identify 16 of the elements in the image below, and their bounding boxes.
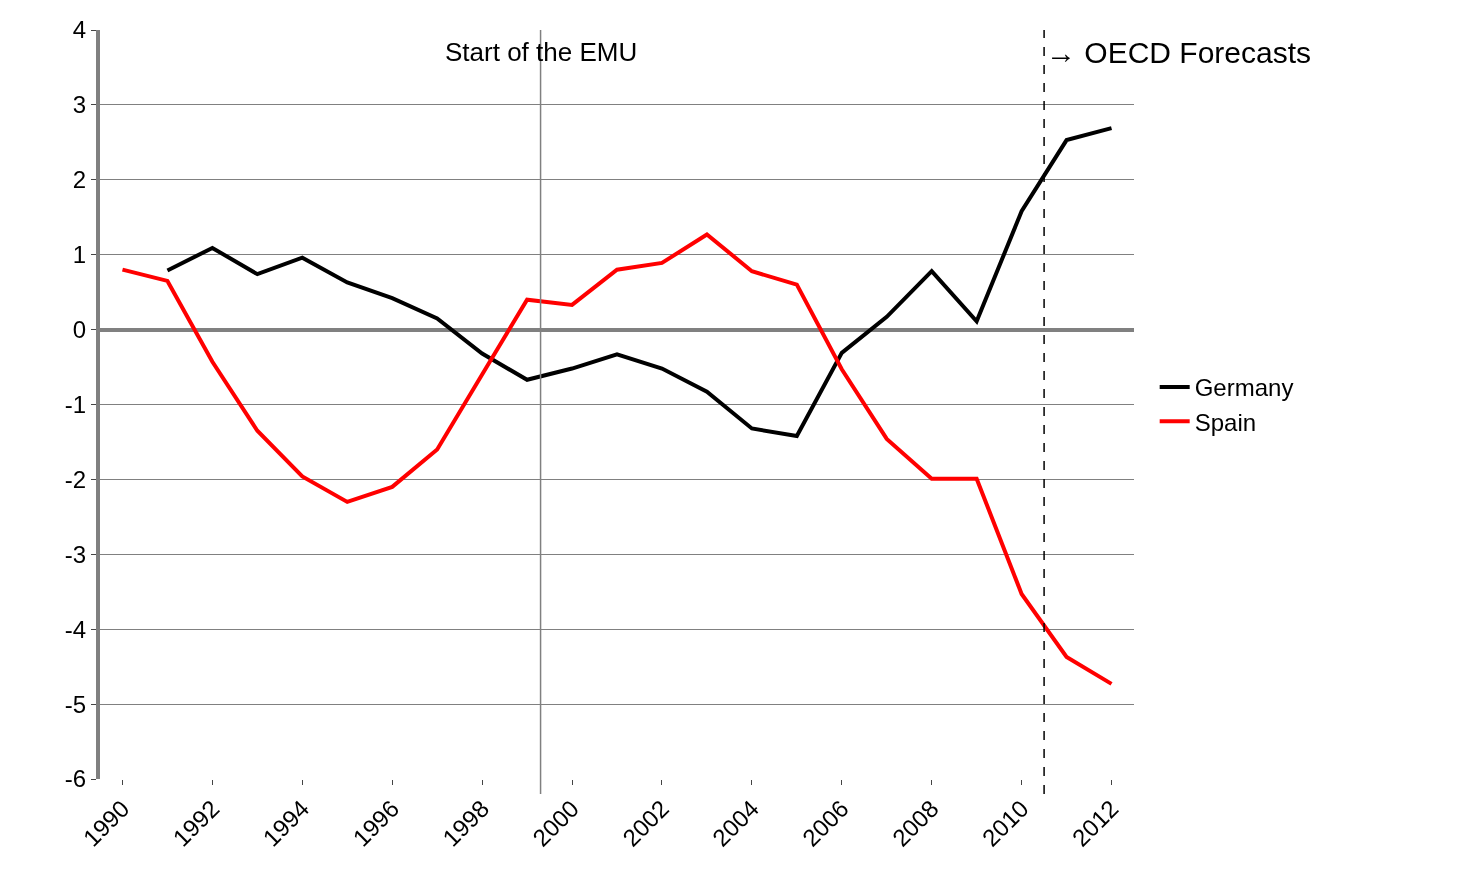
legend-label: Spain (1194, 408, 1257, 436)
y-tick-label: 2 (72, 166, 87, 194)
ref-line-label: Start of the EMU (445, 37, 638, 67)
y-tick-label: -5 (64, 690, 87, 718)
y-tick-label: 1 (72, 241, 87, 269)
y-tick-label: -1 (64, 390, 87, 418)
y-tick-label: 3 (72, 91, 87, 119)
y-tick-label: -2 (64, 465, 87, 493)
y-tick-label: 0 (72, 316, 87, 343)
y-tick-label: -3 (64, 540, 87, 568)
y-tick-label: -6 (64, 765, 87, 793)
legend-label: Germany (1194, 374, 1294, 402)
y-tick-label: 4 (72, 16, 87, 44)
y-tick-label: -4 (64, 615, 87, 643)
ref-line-label: → OECD Forecasts (1046, 36, 1312, 69)
line-series (120, 232, 1114, 686)
